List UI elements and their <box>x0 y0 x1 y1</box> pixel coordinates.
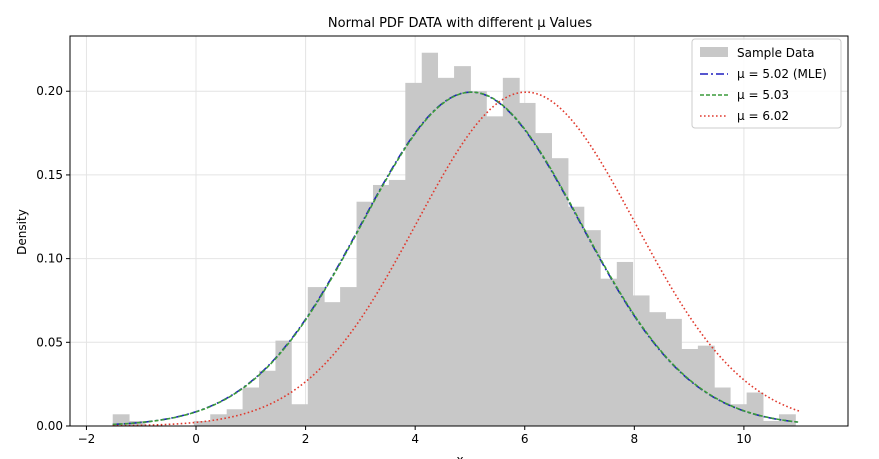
histogram-bar <box>600 278 618 426</box>
histogram-bar <box>454 66 471 426</box>
histogram-bar <box>324 302 341 426</box>
y-axis-label: Density <box>15 209 29 255</box>
histogram-bar <box>665 318 682 426</box>
y-tick-label: 0.10 <box>36 252 63 266</box>
legend-label-mu-5-02: μ = 5.02 (MLE) <box>737 67 827 81</box>
histogram-bar <box>470 91 487 426</box>
chart-title: Normal PDF DATA with different μ Values <box>328 16 592 31</box>
histogram-bar <box>551 158 569 426</box>
histogram-bar <box>681 349 699 426</box>
pdf-curve-series-2 <box>112 91 801 427</box>
histogram-bar <box>307 287 325 426</box>
histogram-bar <box>193 420 211 426</box>
histogram-bar <box>372 184 390 426</box>
histogram-bar <box>568 206 585 426</box>
y-tick-label: 0.05 <box>36 335 63 349</box>
histogram-bar <box>259 370 276 426</box>
histogram-bar <box>437 77 455 427</box>
histogram-bar <box>730 404 748 426</box>
histogram-bar <box>210 414 228 426</box>
x-tick-label: −2 <box>78 432 96 446</box>
x-tick-label: 8 <box>631 432 639 446</box>
histogram-bar <box>112 414 130 426</box>
pdf-curves <box>112 91 801 427</box>
histogram-bar <box>535 133 552 426</box>
histogram-bar <box>421 52 439 427</box>
histogram-bar <box>519 102 536 426</box>
legend-label-sample-data: Sample Data <box>737 46 814 60</box>
histogram-bar <box>388 179 406 426</box>
histogram-bar <box>697 345 715 426</box>
histogram-bar <box>763 420 780 426</box>
histogram-bar <box>486 116 504 426</box>
histogram-bar <box>649 312 666 426</box>
legend-label-mu-5-03: μ = 5.03 <box>737 88 789 102</box>
y-tick-label: 0.00 <box>36 419 63 433</box>
histogram-bar <box>242 387 260 426</box>
legend: Sample Data μ = 5.02 (MLE) μ = 5.03 μ = … <box>691 38 842 129</box>
x-tick-label: 10 <box>736 432 751 446</box>
legend-label-mu-6-02: μ = 6.02 <box>737 109 789 123</box>
x-tick-label: 4 <box>411 432 419 446</box>
y-ticks: 0.00 0.05 0.10 0.15 0.20 <box>36 84 70 433</box>
legend-swatch-sample-data <box>700 47 728 57</box>
histogram-bar <box>405 82 423 427</box>
x-tick-label: 0 <box>192 432 200 446</box>
histogram-bar <box>502 77 520 427</box>
histogram-bar <box>340 287 357 426</box>
histogram-bar <box>616 261 634 426</box>
histogram-bar <box>746 392 764 426</box>
histogram-bar <box>226 409 243 426</box>
x-tick-label: 6 <box>521 432 529 446</box>
histogram-bar <box>714 387 731 426</box>
y-tick-label: 0.20 <box>36 84 63 98</box>
plot-frame <box>69 35 849 427</box>
histogram-bar <box>291 404 309 426</box>
histogram-bar <box>275 340 292 426</box>
histogram-bar <box>632 295 650 426</box>
x-ticks: −2 0 2 4 6 8 10 <box>78 426 752 446</box>
histogram-bar <box>583 230 601 426</box>
x-axis-label: x <box>456 453 463 459</box>
y-tick-label: 0.15 <box>36 168 63 182</box>
legend-frame <box>691 38 842 129</box>
x-tick-label: 2 <box>302 432 310 446</box>
histogram-bar <box>356 201 374 426</box>
